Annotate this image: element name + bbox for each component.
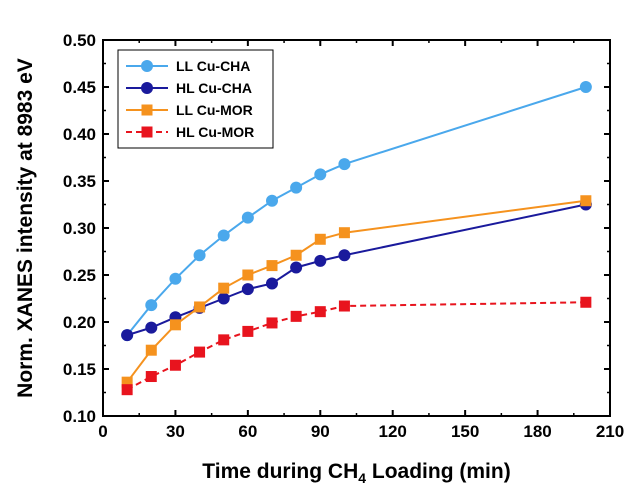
- series-layer: [121, 81, 592, 396]
- legend-item: HL Cu-CHA: [126, 80, 252, 96]
- data-point: [290, 181, 303, 194]
- data-point: [145, 299, 158, 312]
- data-point: [266, 260, 278, 272]
- data-point: [314, 233, 326, 245]
- y-tick-label: 0.15: [63, 360, 96, 379]
- series-line: [126, 301, 586, 391]
- data-point: [169, 272, 182, 285]
- series-ll-cu-mor: [121, 195, 592, 388]
- x-tick-label: 150: [451, 422, 479, 441]
- legend-label: HL Cu-MOR: [176, 124, 254, 140]
- data-point: [217, 229, 230, 242]
- data-point: [242, 325, 254, 337]
- data-point: [314, 168, 327, 181]
- y-tick-label: 0.50: [63, 31, 96, 50]
- data-point: [218, 334, 230, 346]
- legend-label: LL Cu-MOR: [176, 102, 253, 118]
- data-point: [241, 283, 254, 296]
- y-tick-label: 0.45: [63, 78, 96, 97]
- x-tick-label: 60: [238, 422, 257, 441]
- data-point: [217, 292, 230, 305]
- x-tick-label: 120: [379, 422, 407, 441]
- data-point: [266, 277, 278, 290]
- legend-item: LL Cu-CHA: [126, 58, 250, 74]
- legend-label: HL Cu-CHA: [176, 80, 252, 96]
- data-point: [241, 211, 254, 224]
- legend-item: LL Cu-MOR: [126, 102, 253, 118]
- series-hl-cu-cha: [121, 198, 592, 342]
- data-point: [290, 261, 303, 274]
- data-point: [314, 306, 326, 318]
- data-point: [580, 195, 592, 207]
- x-tick-label: 30: [166, 422, 185, 441]
- axis-ticks: 0 30 60 90 120 150 180 210 0.10 0.15 0.20 0.25 0.30 0…: [63, 31, 624, 441]
- x-tick-label: 210: [596, 422, 624, 441]
- data-point: [169, 319, 181, 331]
- legend: LL Cu-CHA HL Cu-CHA LL Cu-MOR HL Cu-MOR: [117, 49, 274, 149]
- x-axis-title-rest: Loading (min): [366, 460, 511, 483]
- legend-marker: [141, 82, 153, 94]
- x-tick-label: 0: [98, 422, 107, 441]
- legend-item: HL Cu-MOR: [126, 124, 254, 140]
- data-point: [242, 269, 254, 281]
- y-tick-label: 0.25: [63, 266, 96, 285]
- y-tick-label: 0.30: [63, 219, 96, 238]
- data-point: [194, 301, 206, 313]
- data-point: [266, 194, 278, 207]
- x-axis-title-main: Time during CH: [202, 460, 358, 483]
- y-tick-label: 0.40: [63, 125, 96, 144]
- data-point: [121, 384, 133, 396]
- y-tick-label: 0.20: [63, 313, 96, 332]
- legend-marker: [141, 60, 153, 72]
- x-tick-label: 180: [523, 422, 551, 441]
- data-point: [290, 249, 302, 261]
- y-tick-label: 0.10: [63, 407, 96, 426]
- data-point: [338, 300, 350, 312]
- data-point: [121, 376, 133, 388]
- legend-marker: [141, 104, 153, 116]
- data-point: [194, 346, 206, 358]
- data-point: [338, 158, 351, 171]
- y-axis-title: Norm. XANES intensity at 8983 eV: [14, 58, 37, 398]
- data-point: [145, 371, 157, 383]
- data-point: [145, 321, 158, 334]
- data-point: [338, 249, 351, 262]
- legend-marker: [141, 126, 153, 138]
- data-point: [193, 249, 206, 262]
- data-point: [338, 227, 350, 239]
- data-point: [121, 329, 134, 342]
- data-point: [145, 344, 157, 356]
- series-hl-cu-mor: [121, 296, 592, 396]
- x-tick-label: 90: [311, 422, 330, 441]
- data-point: [580, 296, 592, 308]
- y-tick-label: 0.35: [63, 172, 96, 191]
- data-point: [290, 310, 302, 322]
- data-point: [579, 81, 592, 93]
- series-line: [126, 203, 587, 337]
- legend-label: LL Cu-CHA: [176, 58, 250, 74]
- data-point: [218, 282, 230, 294]
- x-axis-title-subscript: 4: [358, 470, 366, 486]
- data-point: [266, 317, 278, 329]
- x-axis-title: Time during CH4 Loading (min): [202, 460, 510, 486]
- data-point: [314, 254, 327, 267]
- data-point: [169, 359, 181, 371]
